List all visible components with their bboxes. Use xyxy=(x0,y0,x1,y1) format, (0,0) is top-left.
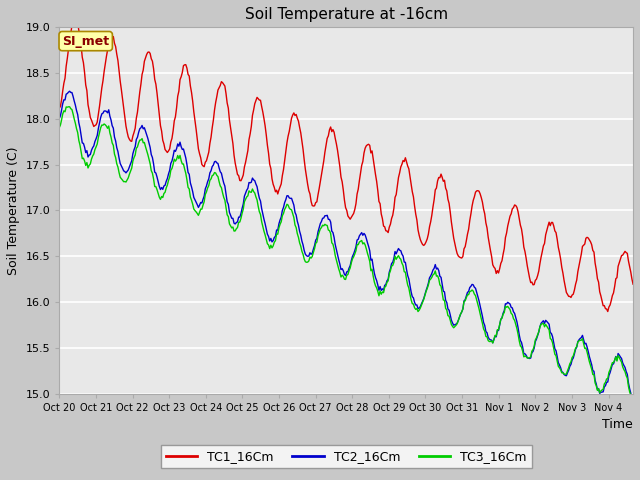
TC1_16Cm xyxy=(629,281,637,287)
TC1_16Cm xyxy=(333,141,340,147)
TC2_16Cm xyxy=(66,88,74,94)
TC3_16Cm xyxy=(527,354,534,360)
TC2_16Cm xyxy=(398,252,406,257)
TC2_16Cm xyxy=(367,257,375,263)
TC3_16Cm xyxy=(329,241,337,247)
TC3_16Cm xyxy=(367,268,375,274)
TC3_16Cm xyxy=(66,104,74,109)
TC1_16Cm xyxy=(367,150,375,156)
TC1_16Cm xyxy=(527,280,534,286)
TC1_16Cm xyxy=(618,252,625,258)
TC2_16Cm xyxy=(329,229,337,235)
TC2_16Cm xyxy=(333,247,340,252)
TC1_16Cm xyxy=(398,161,406,167)
TC3_16Cm xyxy=(333,257,340,263)
Y-axis label: Soil Temperature (C): Soil Temperature (C) xyxy=(7,146,20,275)
Title: Soil Temperature at -16cm: Soil Temperature at -16cm xyxy=(244,7,448,22)
TC2_16Cm xyxy=(527,355,534,361)
TC3_16Cm xyxy=(616,357,624,363)
TC1_16Cm xyxy=(72,17,79,23)
Text: SI_met: SI_met xyxy=(62,35,109,48)
Line: TC1_16Cm: TC1_16Cm xyxy=(60,20,633,312)
X-axis label: Time: Time xyxy=(602,418,633,431)
Line: TC3_16Cm: TC3_16Cm xyxy=(60,107,633,401)
TC2_16Cm xyxy=(629,398,637,404)
TC2_16Cm xyxy=(56,116,63,121)
TC1_16Cm xyxy=(604,309,612,314)
TC1_16Cm xyxy=(329,127,337,132)
TC1_16Cm xyxy=(56,106,63,111)
TC2_16Cm xyxy=(616,354,624,360)
TC3_16Cm xyxy=(629,398,637,404)
Line: TC2_16Cm: TC2_16Cm xyxy=(60,91,633,401)
TC3_16Cm xyxy=(398,260,406,266)
Legend: TC1_16Cm, TC2_16Cm, TC3_16Cm: TC1_16Cm, TC2_16Cm, TC3_16Cm xyxy=(161,445,532,468)
TC3_16Cm xyxy=(56,125,63,131)
